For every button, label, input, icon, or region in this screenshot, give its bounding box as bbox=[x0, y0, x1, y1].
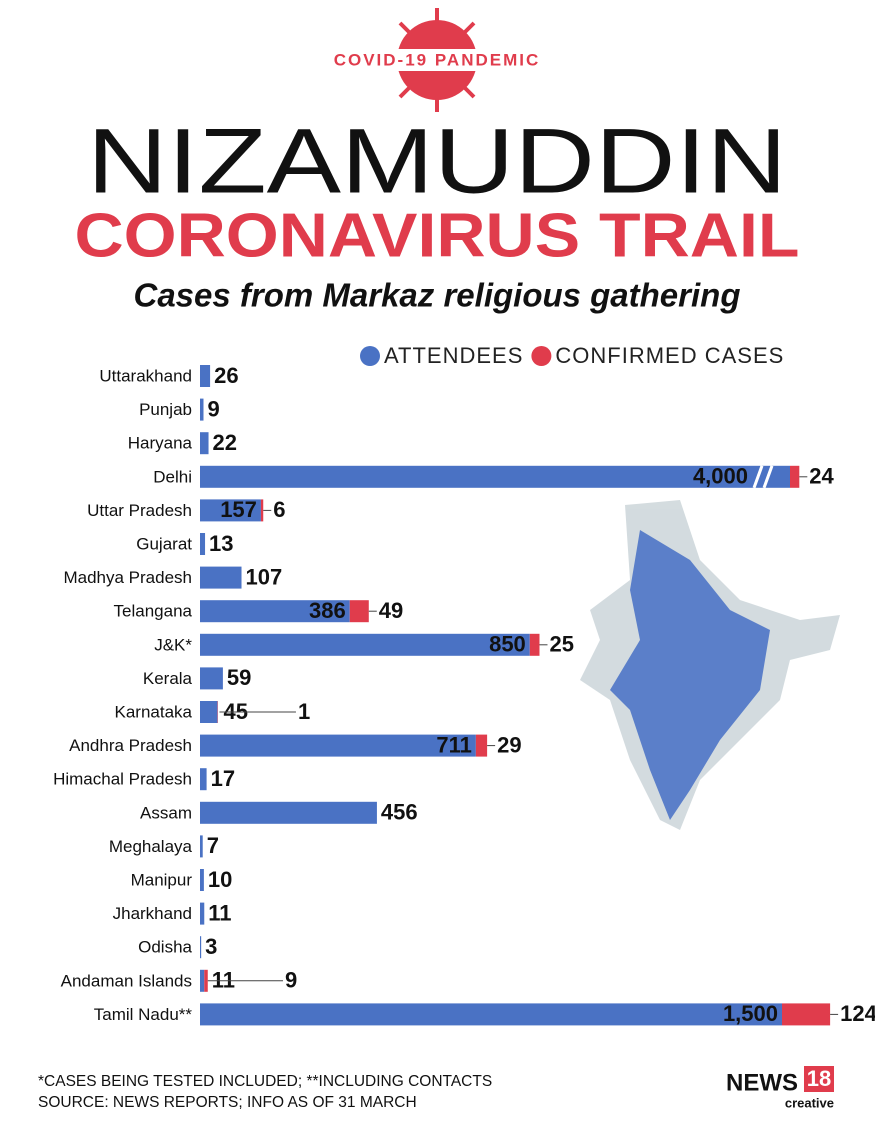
value-label: 10 bbox=[208, 867, 232, 892]
value-label: 3 bbox=[205, 934, 217, 959]
bar-attendees bbox=[200, 1003, 782, 1026]
value-label: 456 bbox=[381, 800, 418, 825]
legend-label: ATTENDEES bbox=[384, 343, 523, 368]
bar-confirmed bbox=[260, 499, 264, 522]
bar-attendees bbox=[200, 600, 350, 623]
bar-attendees bbox=[200, 533, 206, 555]
category-label: Jharkhand bbox=[113, 904, 192, 923]
category-label: Odisha bbox=[138, 938, 192, 957]
category-label: Uttarakhand bbox=[99, 366, 192, 385]
value-label: 7 bbox=[207, 833, 219, 858]
category-label: Andaman Islands bbox=[61, 971, 192, 990]
value-label: 13 bbox=[209, 531, 233, 556]
bar-attendees bbox=[200, 701, 218, 723]
value-label: 26 bbox=[214, 363, 238, 388]
value-label: 124 bbox=[840, 1001, 875, 1026]
bar-attendees bbox=[200, 902, 205, 925]
bar-attendees bbox=[200, 768, 207, 791]
value-label: 4,000 bbox=[693, 464, 748, 489]
bar-confirmed bbox=[204, 969, 208, 992]
category-label: Karnataka bbox=[115, 702, 193, 721]
bar-attendees bbox=[200, 667, 223, 690]
value-label: 11 bbox=[208, 900, 231, 925]
bar-attendees bbox=[200, 734, 476, 757]
value-label: 850 bbox=[489, 632, 526, 657]
axis-break bbox=[752, 465, 764, 489]
category-label: Manipur bbox=[131, 870, 193, 889]
category-label: Delhi bbox=[153, 467, 192, 486]
bar-attendees bbox=[200, 432, 209, 455]
category-label: Meghalaya bbox=[109, 837, 193, 856]
value-label: 11 bbox=[212, 968, 235, 993]
category-label: Madhya Pradesh bbox=[63, 568, 192, 587]
legend-label: CONFIRMED CASES bbox=[555, 343, 784, 368]
value-label: 49 bbox=[379, 598, 403, 623]
bar-attendees bbox=[200, 365, 211, 387]
value-label: 59 bbox=[227, 665, 251, 690]
bar-attendees bbox=[200, 499, 261, 522]
bar-attendees bbox=[200, 835, 203, 858]
bar-attendees bbox=[200, 465, 790, 488]
logo-number: 18 bbox=[807, 1066, 831, 1091]
category-label: Himachal Pradesh bbox=[53, 770, 192, 789]
caption: Cases from Markaz religious gathering bbox=[133, 277, 740, 314]
category-label: Andhra Pradesh bbox=[69, 736, 192, 755]
legend-swatch bbox=[360, 346, 380, 366]
value-label: 1 bbox=[298, 699, 310, 724]
value-label: 157 bbox=[220, 497, 257, 522]
value-label: 29 bbox=[497, 732, 521, 757]
value-label: 24 bbox=[809, 464, 834, 489]
category-label: J&K* bbox=[154, 635, 192, 654]
category-label: Haryana bbox=[128, 434, 193, 453]
chart-title: NIZAMUDDIN bbox=[87, 110, 787, 212]
virus-icon bbox=[300, 8, 575, 112]
bar-attendees bbox=[200, 969, 205, 992]
bar-attendees bbox=[200, 398, 204, 421]
bar-confirmed bbox=[349, 600, 369, 623]
bar-attendees bbox=[200, 633, 530, 656]
category-label: Assam bbox=[140, 803, 192, 822]
category-label: Uttar Pradesh bbox=[87, 501, 192, 520]
value-label: 711 bbox=[436, 732, 472, 757]
footnote: SOURCE: NEWS REPORTS; INFO AS OF 31 MARC… bbox=[38, 1094, 417, 1111]
bar-attendees bbox=[200, 801, 377, 824]
value-label: 9 bbox=[285, 968, 297, 993]
category-label: Kerala bbox=[143, 669, 193, 688]
logo-box bbox=[804, 1066, 834, 1092]
category-label: Telangana bbox=[114, 602, 193, 621]
logo-brand: NEWS bbox=[726, 1069, 798, 1096]
value-label: 22 bbox=[213, 430, 237, 455]
category-label: Tamil Nadu** bbox=[94, 1005, 193, 1024]
value-label: 6 bbox=[273, 497, 285, 522]
value-label: 17 bbox=[211, 766, 235, 791]
value-label: 1,500 bbox=[723, 1001, 778, 1026]
map-illustration bbox=[580, 500, 840, 830]
logo-tag: creative bbox=[785, 1095, 834, 1110]
category-label: Punjab bbox=[139, 400, 192, 419]
bar-confirmed bbox=[529, 633, 540, 656]
badge: COVID-19 PANDEMIC bbox=[334, 50, 541, 69]
bar-attendees bbox=[200, 869, 204, 891]
legend-swatch bbox=[531, 346, 552, 366]
value-label: 45 bbox=[223, 699, 247, 724]
axis-break bbox=[762, 465, 774, 489]
value-label: 9 bbox=[207, 396, 219, 421]
value-label: 386 bbox=[309, 598, 346, 623]
value-label: 25 bbox=[550, 632, 574, 657]
footnote: *CASES BEING TESTED INCLUDED; **INCLUDIN… bbox=[38, 1073, 492, 1090]
bar-confirmed bbox=[782, 1003, 831, 1026]
bar-confirmed bbox=[475, 734, 488, 757]
category-label: Gujarat bbox=[136, 534, 192, 553]
bar-attendees bbox=[200, 936, 202, 959]
chart-subtitle: CORONAVIRUS TRAIL bbox=[75, 201, 800, 270]
bar-attendees bbox=[200, 566, 242, 589]
bar-confirmed bbox=[790, 465, 800, 488]
value-label: 107 bbox=[246, 564, 283, 589]
